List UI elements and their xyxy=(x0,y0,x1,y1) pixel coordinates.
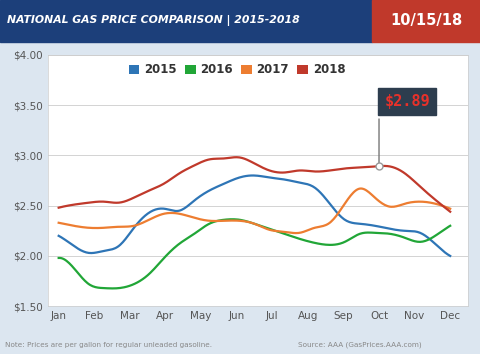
2015 xyxy=(412,229,418,234)
2017 xyxy=(57,221,63,225)
2016 xyxy=(388,232,394,236)
Text: Source: AAA (GasPrices.AAA.com): Source: AAA (GasPrices.AAA.com) xyxy=(298,341,421,348)
Text: $2.89: $2.89 xyxy=(384,94,430,109)
2018 xyxy=(387,164,393,169)
2016 xyxy=(291,235,297,239)
2016 xyxy=(413,239,419,244)
Line: 2016: 2016 xyxy=(59,219,450,289)
2017 xyxy=(56,221,61,225)
Legend: 2015, 2016, 2017, 2018: 2015, 2016, 2017, 2018 xyxy=(126,61,348,79)
Line: 2018: 2018 xyxy=(59,157,450,212)
2016 xyxy=(447,224,453,228)
2018 xyxy=(290,169,296,173)
2017 xyxy=(388,205,394,209)
2015 xyxy=(57,234,63,239)
2016 xyxy=(109,286,115,291)
2018 xyxy=(56,206,61,210)
2018 xyxy=(289,169,295,173)
2015 xyxy=(289,179,295,183)
2015 xyxy=(290,179,296,183)
Line: 2015: 2015 xyxy=(59,176,450,256)
Bar xyxy=(372,0,480,42)
Text: Note: Prices are per gallon for regular unleaded gasoline.: Note: Prices are per gallon for regular … xyxy=(5,342,212,348)
2016 xyxy=(230,217,236,221)
2018 xyxy=(297,169,302,173)
Bar xyxy=(0,0,372,42)
2015 xyxy=(250,173,255,178)
2016 xyxy=(56,256,61,260)
Text: NATIONAL GAS PRICE COMPARISON | 2015-2018: NATIONAL GAS PRICE COMPARISON | 2015-201… xyxy=(7,15,300,27)
2015 xyxy=(447,254,453,258)
2017 xyxy=(297,231,302,235)
2017 xyxy=(288,230,293,235)
2016 xyxy=(290,235,296,239)
Text: 10/15/18: 10/15/18 xyxy=(390,13,462,28)
2017 xyxy=(358,187,364,191)
2018 xyxy=(57,205,63,210)
2015 xyxy=(297,181,302,185)
2015 xyxy=(56,234,61,238)
2018 xyxy=(412,179,418,184)
2017 xyxy=(413,200,419,204)
2017 xyxy=(447,207,453,211)
2018 xyxy=(447,210,453,214)
Line: 2017: 2017 xyxy=(59,189,450,233)
2016 xyxy=(57,256,63,260)
2015 xyxy=(387,227,393,231)
2016 xyxy=(298,237,304,241)
2018 xyxy=(234,155,240,159)
2017 xyxy=(289,231,295,235)
2017 xyxy=(293,231,299,235)
